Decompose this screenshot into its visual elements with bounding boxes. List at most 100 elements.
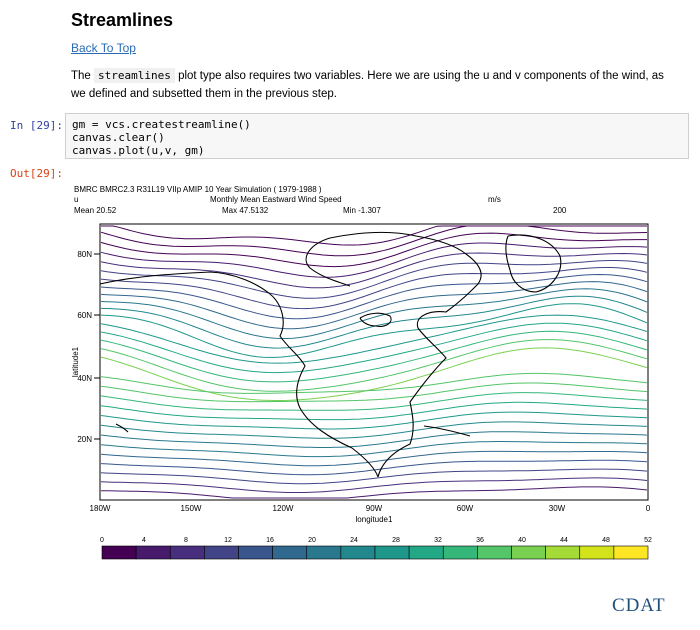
x-axis-ticks: 180W 150W 120W 90W 60W 30W 0 bbox=[90, 504, 651, 513]
colorbar-tick-label: 16 bbox=[266, 537, 274, 544]
colorbar-tick-label: 44 bbox=[560, 537, 568, 544]
colorbar-swatch bbox=[204, 545, 239, 560]
streamline bbox=[100, 339, 648, 392]
y-tick-label: 20N bbox=[77, 435, 92, 444]
description-paragraph: The streamlines plot type also requires … bbox=[71, 68, 664, 100]
streamline bbox=[100, 252, 648, 289]
colorbar-tick-label: 52 bbox=[644, 537, 652, 544]
x-tick-label: 30W bbox=[549, 504, 566, 513]
colorbar-swatch bbox=[374, 545, 410, 560]
streamline bbox=[100, 232, 647, 268]
plot-mean: Mean 20.52 bbox=[74, 206, 117, 215]
x-tick-label: 0 bbox=[646, 504, 651, 513]
streamline bbox=[100, 225, 648, 257]
page-title: Streamlines bbox=[71, 10, 174, 30]
streamline bbox=[100, 468, 648, 485]
streamline bbox=[100, 372, 648, 394]
plot-max: Max 47.5132 bbox=[222, 206, 269, 215]
colorbar-swatch bbox=[613, 545, 649, 560]
x-tick-label: 90W bbox=[366, 504, 383, 513]
pacific-coastline bbox=[99, 271, 379, 478]
greenland bbox=[505, 234, 562, 293]
streamline bbox=[100, 347, 648, 401]
colorbar-tick-label: 32 bbox=[434, 537, 442, 544]
streamline bbox=[100, 322, 648, 374]
x-tick-label: 120W bbox=[273, 504, 294, 513]
streamline bbox=[100, 314, 648, 364]
colorbar-swatch bbox=[511, 545, 546, 560]
colorbar-swatch bbox=[340, 545, 376, 560]
colorbar-tick-label: 40 bbox=[518, 537, 526, 544]
streamline bbox=[100, 477, 648, 493]
colorbar-swatch bbox=[238, 545, 273, 560]
colorbar-tick-label: 0 bbox=[100, 537, 104, 544]
plot-long-name: Monthly Mean Eastward Wind Speed bbox=[210, 195, 342, 204]
streamline bbox=[100, 281, 648, 330]
colorbar-swatch bbox=[545, 545, 581, 560]
streamline bbox=[100, 450, 648, 467]
streamline bbox=[100, 382, 648, 403]
plot-units: m/s bbox=[488, 195, 501, 204]
code-cell[interactable]: gm = vcs.createstreamline() canvas.clear… bbox=[65, 113, 689, 159]
plot-min: Min -1.307 bbox=[343, 206, 381, 215]
streamline bbox=[100, 330, 648, 383]
x-tick-label: 180W bbox=[90, 504, 111, 513]
streamline bbox=[100, 401, 648, 421]
colorbar-swatch bbox=[579, 545, 615, 560]
y-axis-ticks: 80N 60N 40N 20N bbox=[77, 250, 100, 444]
x-tick-label: 60W bbox=[457, 504, 474, 513]
y-tick-label: 40N bbox=[77, 374, 92, 383]
colorbar-swatch bbox=[306, 545, 342, 560]
streamlines-group bbox=[100, 225, 648, 499]
cdat-logo: CDAT bbox=[612, 595, 666, 616]
streamline bbox=[100, 441, 648, 458]
inline-code: streamlines bbox=[94, 68, 175, 83]
output-prompt: Out[29]: bbox=[10, 167, 63, 180]
colorbar-tick-label: 48 bbox=[602, 537, 610, 544]
colorbar-tick-label: 28 bbox=[392, 537, 400, 544]
caribbean-islands bbox=[423, 425, 471, 437]
streamline bbox=[101, 225, 647, 246]
colorbar-tick-label: 24 bbox=[350, 537, 358, 544]
y-tick-label: 80N bbox=[77, 250, 92, 259]
streamline bbox=[100, 303, 648, 358]
colorbar-swatch bbox=[101, 545, 137, 560]
streamline bbox=[100, 267, 648, 310]
hawaii-islands bbox=[115, 423, 129, 433]
back-to-top-link[interactable]: Back To Top bbox=[71, 41, 136, 55]
colorbar-tick-label: 8 bbox=[184, 537, 188, 544]
code-line: canvas.plot(u,v, gm) bbox=[72, 144, 205, 157]
plot-header-title: BMRC BMRC2.3 R31L19 VIIp AMIP 10 Year Si… bbox=[74, 185, 322, 194]
x-axis-label: longitude1 bbox=[356, 515, 393, 524]
coastlines-group bbox=[99, 231, 562, 478]
great-lakes bbox=[359, 312, 392, 327]
y-tick-label: 60N bbox=[77, 311, 92, 320]
plot-level: 200 bbox=[553, 206, 567, 215]
colorbar-swatch bbox=[442, 545, 478, 560]
streamline-plot: BMRC BMRC2.3 R31L19 VIIp AMIP 10 Year Si… bbox=[71, 185, 652, 560]
streamline bbox=[100, 486, 648, 499]
input-prompt: In [29]: bbox=[10, 119, 63, 132]
colorbar-swatch bbox=[477, 545, 512, 560]
colorbar-ticks: 0 4 8 12 16 20 24 28 32 36 40 44 48 52 bbox=[100, 537, 652, 544]
colorbar-tick-label: 20 bbox=[308, 537, 316, 544]
streamline bbox=[100, 411, 648, 430]
colorbar-tick-label: 4 bbox=[142, 537, 146, 544]
streamline bbox=[100, 392, 648, 411]
colorbar bbox=[101, 545, 649, 560]
colorbar-swatch bbox=[169, 545, 205, 560]
colorbar-tick-label: 36 bbox=[476, 537, 484, 544]
x-tick-label: 150W bbox=[181, 504, 202, 513]
streamline bbox=[100, 260, 648, 299]
streamline bbox=[100, 242, 648, 278]
colorbar-tick-label: 12 bbox=[224, 537, 232, 544]
colorbar-swatch bbox=[135, 545, 171, 560]
atlantic-coastline bbox=[305, 231, 482, 478]
streamline bbox=[100, 431, 648, 448]
colorbar-swatch bbox=[408, 545, 444, 560]
plot-variable-name: u bbox=[74, 195, 78, 204]
streamline bbox=[100, 288, 648, 339]
colorbar-swatch bbox=[272, 545, 308, 560]
code-line: gm = vcs.createstreamline() bbox=[72, 118, 251, 131]
streamline bbox=[100, 421, 648, 439]
